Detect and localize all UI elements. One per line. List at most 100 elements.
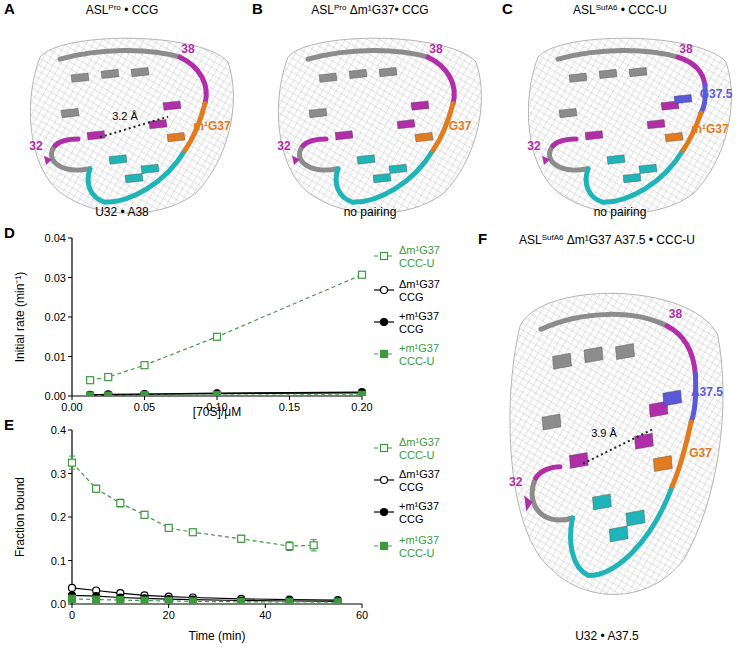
y-tick	[68, 396, 72, 397]
title-part: • CCC-U	[617, 3, 667, 17]
legend-entry: Δm¹G37CCC-U	[374, 244, 440, 269]
square-marker	[165, 597, 172, 604]
nucleobase	[415, 133, 433, 142]
nucleobase	[309, 108, 327, 117]
backbone	[541, 314, 667, 329]
nucleobase	[553, 353, 572, 369]
nucleobase	[647, 120, 665, 129]
legend-marker	[381, 509, 388, 516]
x-tick-label: 0.20	[351, 401, 372, 413]
square-marker	[105, 374, 112, 381]
y-axis-label: Initial rate (min⁻¹)	[13, 272, 27, 363]
residue-label: G37	[689, 446, 712, 460]
backbone	[532, 478, 572, 520]
error-bar	[142, 511, 148, 518]
title-part: SufA6	[542, 233, 564, 242]
backbone	[60, 50, 180, 59]
nucleobase	[629, 67, 647, 76]
series-line	[72, 599, 338, 603]
density-mesh	[278, 38, 481, 213]
backbone	[550, 146, 588, 170]
chart: D0.000.050.100.150.200.000.010.020.030.0…	[4, 224, 440, 419]
nucleobase	[101, 69, 119, 78]
legend-line-2: CCC-U	[399, 257, 434, 269]
structure-panel: AASLPro • CCG38m¹G37323.2 ÅU32 • A38	[4, 0, 233, 219]
nucleobase	[607, 155, 625, 164]
residue-label: m¹G37	[193, 119, 231, 133]
nucleobase	[167, 133, 185, 142]
square-marker	[165, 524, 172, 531]
panel-letter: B	[252, 0, 263, 17]
legend-marker	[381, 319, 388, 326]
arrowhead	[44, 156, 52, 165]
distance-label: 3.9 Å	[591, 427, 617, 439]
error-bar	[311, 540, 317, 551]
nucleobase	[109, 155, 127, 164]
y-tick-label: 0.3	[51, 468, 66, 480]
nucleobase	[616, 344, 635, 360]
square-marker	[141, 511, 148, 518]
residue-label: A37.5	[691, 385, 723, 399]
square-marker	[214, 392, 221, 396]
nucleobase	[599, 69, 617, 78]
series-line	[90, 394, 362, 396]
residue-label: 38	[679, 42, 693, 56]
legend-line-1: +m¹G37	[399, 534, 439, 546]
panel-letter: F	[478, 230, 487, 247]
backbone	[336, 150, 433, 202]
nucleobase	[349, 69, 367, 78]
error-bar	[93, 485, 99, 492]
legend-line-2: CCC-U	[399, 547, 434, 559]
residue-label: 32	[29, 139, 43, 153]
square-marker	[189, 529, 196, 536]
backbone	[667, 326, 695, 374]
y-tick	[68, 317, 72, 318]
nucleobase	[635, 433, 654, 449]
square-marker	[189, 598, 196, 604]
square-marker	[310, 542, 317, 549]
legend-line-2: CCC-U	[399, 449, 434, 461]
arrowhead	[524, 496, 532, 512]
nucleobase	[357, 155, 375, 164]
series-line	[90, 392, 362, 395]
title-part: ASL	[86, 3, 109, 17]
panel-title: ASLPro Δm¹G37• CCG	[311, 3, 428, 18]
panel-letter: D	[4, 224, 15, 241]
nucleobase	[141, 164, 159, 173]
y-tick-label: 0.4	[51, 424, 66, 436]
backbone	[586, 150, 683, 202]
series-line	[72, 463, 314, 546]
legend-entry: +m¹G37CCG	[374, 500, 439, 525]
title-part: ASL	[311, 3, 334, 17]
panel-title: ASLPro • CCG	[86, 3, 159, 18]
y-tick-label: 0.02	[45, 311, 66, 323]
structure-panel: CASLSufA6 • CCC-U38G37.5m¹G3732no pairin…	[502, 0, 733, 219]
y-tick-label: 0.04	[45, 232, 66, 244]
x-tick-label: 0	[69, 609, 75, 621]
structure-panel: FASLSufA6 Δm¹G37 A37.5 • CCC-U38A37.5G37…	[478, 230, 723, 643]
legend-line-1: +m¹G37	[399, 500, 439, 512]
square-marker	[69, 595, 76, 602]
nucleobase	[542, 414, 561, 430]
circle-marker	[87, 392, 94, 396]
panel-title: ASLSufA6 • CCC-U	[573, 3, 667, 18]
backbone	[536, 467, 560, 478]
nucleobase	[411, 101, 429, 110]
legend-line-2: CCG	[399, 323, 423, 335]
error-bar	[117, 499, 123, 507]
y-tick-label: 0.00	[45, 390, 66, 402]
series-line	[72, 595, 338, 601]
backbone	[428, 57, 454, 103]
x-tick	[168, 604, 169, 608]
series-line	[90, 393, 362, 395]
y-tick-label: 0.0	[51, 598, 66, 610]
x-tick	[289, 396, 290, 400]
legend-label: Δm¹G37CCC-U	[399, 244, 440, 269]
x-axis	[72, 603, 362, 604]
nucleobase	[163, 101, 181, 110]
x-tick	[362, 396, 363, 400]
legend-line-2: CCG	[399, 481, 423, 493]
circle-marker	[286, 597, 293, 604]
square-marker	[214, 333, 221, 340]
y-tick	[68, 473, 72, 474]
